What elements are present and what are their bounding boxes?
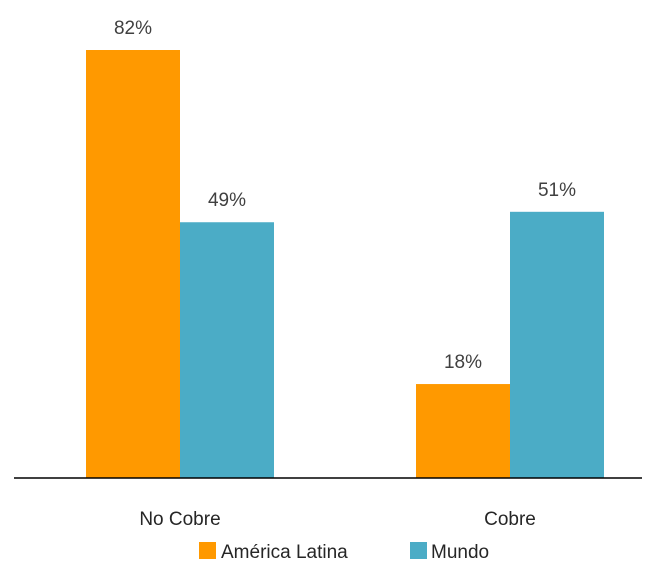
- bar-america-latina-no-cobre: [86, 50, 180, 478]
- value-labels-group: 82% 49% 18% 51%: [114, 18, 576, 373]
- bar-america-latina-cobre: [416, 384, 510, 478]
- value-label-mundo-no-cobre: 49%: [208, 190, 246, 211]
- value-label-america-latina-no-cobre: 82%: [114, 18, 152, 39]
- bars-group: [86, 50, 604, 478]
- bar-mundo-no-cobre: [180, 222, 274, 478]
- value-label-america-latina-cobre: 18%: [444, 352, 482, 373]
- legend-label-mundo: Mundo: [431, 542, 489, 561]
- bar-mundo-cobre: [510, 211, 604, 478]
- value-label-mundo-cobre: 51%: [538, 180, 576, 201]
- category-label-cobre: Cobre: [484, 509, 536, 530]
- legend-label-america-latina: América Latina: [221, 542, 348, 561]
- category-label-no-cobre: No Cobre: [139, 509, 220, 530]
- legend-swatch-mundo: [410, 542, 427, 559]
- category-labels-group: No Cobre Cobre: [139, 509, 536, 530]
- legend-swatch-america-latina: [199, 542, 216, 559]
- legend: América Latina Mundo: [199, 542, 489, 561]
